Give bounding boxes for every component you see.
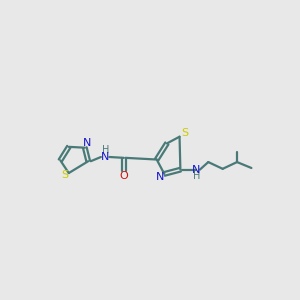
Text: H: H: [102, 145, 110, 155]
Text: S: S: [61, 170, 68, 180]
Text: N: N: [83, 139, 92, 148]
Text: N: N: [191, 165, 200, 175]
Text: O: O: [119, 171, 128, 181]
Text: S: S: [181, 128, 188, 138]
Text: N: N: [156, 172, 164, 182]
Text: H: H: [193, 171, 200, 182]
Text: N: N: [101, 152, 109, 162]
